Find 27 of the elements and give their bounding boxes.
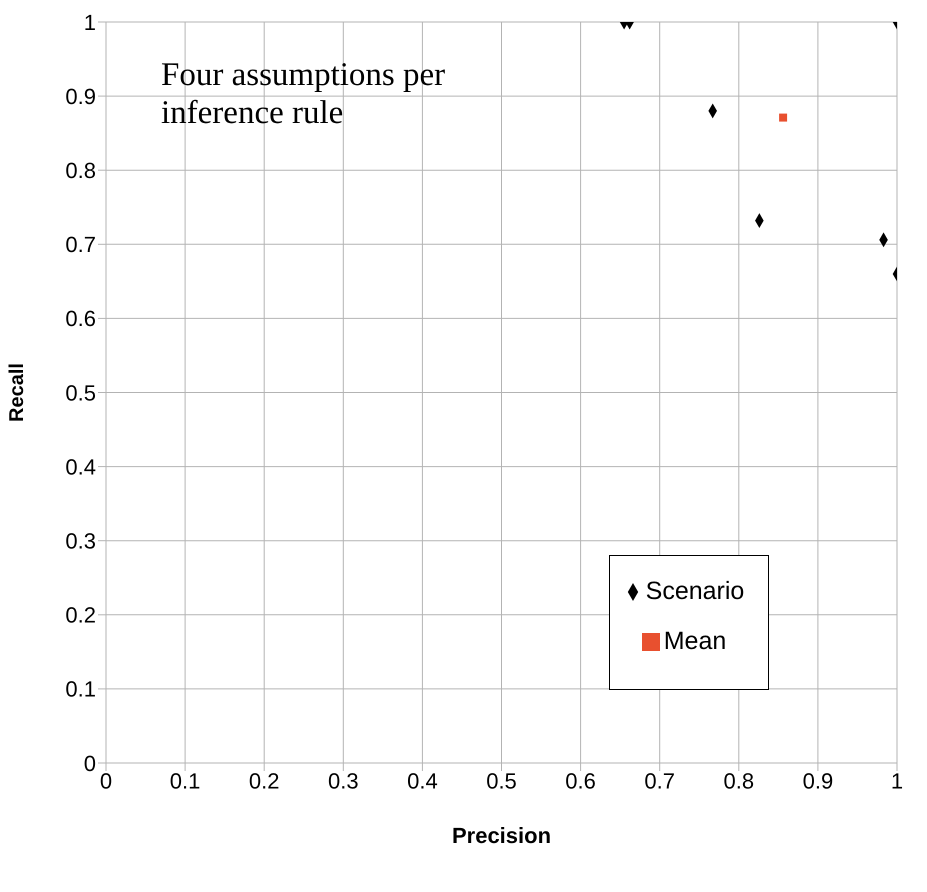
x-tick-label: 0.5 [486,768,517,794]
y-tick-label: 0.4 [65,454,96,480]
y-tick-label: 0.6 [65,306,96,332]
y-tick-label: 0 [84,750,96,776]
x-tick-label: 0.1 [170,768,200,794]
x-tick-label: 0.7 [644,768,675,794]
legend-label: Mean [664,627,726,655]
x-tick-label: 0.9 [802,768,834,794]
y-tick-label: 0.3 [65,528,96,554]
x-tick-label: 1 [890,768,904,794]
legend-label: Scenario [646,577,744,605]
x-tick-label: 0.8 [724,768,754,794]
y-tick-label: 0.9 [65,84,96,109]
x-tick-label: 0.6 [565,768,596,794]
x-tick-label: 0 [100,768,112,794]
y-tick-label: 0.7 [65,232,96,258]
y-tick-label: 0.8 [65,158,96,184]
x-tick-label: 0.4 [407,768,438,794]
x-tick-label: 0.2 [248,768,280,794]
y-tick-label: 1 [84,10,96,35]
y-tick-label: 0.5 [65,380,96,406]
y-axis-title: Recall [6,363,28,422]
annotation: Four assumptions per inference rule [161,56,446,132]
y-tick-label: 0.1 [65,676,96,702]
x-tick-label: 0.3 [328,768,359,794]
x-axis-title: Precision [452,823,552,848]
y-tick-label: 0.2 [65,602,96,628]
